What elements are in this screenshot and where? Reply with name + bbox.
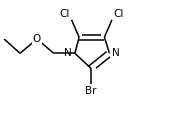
Text: Br: Br [85, 86, 97, 96]
Text: Cl: Cl [114, 9, 124, 19]
Text: Cl: Cl [59, 9, 70, 19]
Text: N: N [64, 48, 72, 58]
Text: O: O [33, 34, 41, 44]
Text: N: N [113, 48, 120, 58]
